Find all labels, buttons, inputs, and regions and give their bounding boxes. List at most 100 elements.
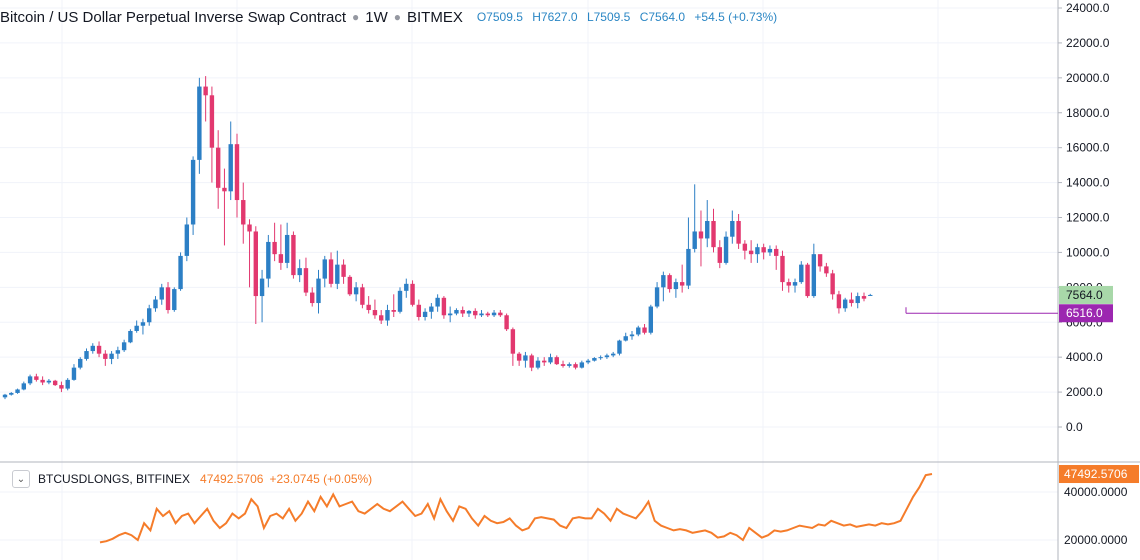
price-tick-label: 24000.0 — [1066, 1, 1110, 15]
indicator-legend: ⌄ BTCUSDLONGS, BITFINEX 47492.5706 +23.0… — [12, 470, 372, 488]
candle-body — [40, 379, 45, 383]
candle-body — [498, 312, 503, 316]
candle-body — [422, 311, 428, 318]
candle-body — [610, 353, 616, 356]
candle-body — [9, 392, 14, 395]
candle-body — [128, 330, 133, 343]
candle-body — [52, 380, 58, 386]
indicator-last-badge — [1059, 465, 1139, 484]
candle-body — [491, 312, 497, 316]
ohlc-values: O7509.5 H7627.0 L7509.5 C7564.0 +54.5 (+… — [477, 10, 783, 24]
candle-body — [241, 200, 246, 225]
candle-body — [84, 351, 89, 359]
candle-body — [535, 360, 541, 368]
candle-body — [774, 248, 779, 256]
candle-body — [642, 327, 647, 333]
candle-body — [109, 353, 114, 359]
candle-body — [297, 268, 302, 276]
candle-body — [253, 231, 258, 297]
candle-body — [617, 340, 622, 354]
candle-body — [529, 355, 534, 368]
candle-body — [27, 376, 33, 384]
ohlc-open: O7509.5 — [476, 10, 523, 24]
candle-body — [303, 268, 309, 293]
candle-body — [103, 353, 108, 359]
candle-body — [736, 220, 741, 244]
candle-body — [485, 313, 490, 316]
candle-body — [291, 234, 296, 276]
chevron-down-icon[interactable]: ⌄ — [12, 470, 30, 488]
candle-body — [717, 247, 722, 263]
indicator-value: 47492.5706 — [200, 472, 264, 486]
candle-body — [711, 220, 716, 248]
indicator-name: BTCUSDLONGS, BITFINEX — [38, 472, 191, 486]
candle-body — [284, 234, 290, 263]
candle-body — [447, 313, 453, 316]
candle-body — [585, 360, 591, 363]
candle-body — [34, 376, 39, 380]
candle-body — [824, 266, 829, 274]
candle-body — [71, 367, 77, 380]
candle-body — [799, 264, 804, 283]
candle-body — [140, 322, 146, 326]
candle-body — [90, 345, 95, 352]
symbol-title: Bitcoin / US Dollar Perpetual Inverse Sw… — [0, 8, 346, 26]
candle-body — [542, 360, 547, 363]
candle-body — [805, 264, 810, 297]
interval-label[interactable]: 1W — [365, 8, 388, 26]
indicator-series-line — [99, 473, 933, 544]
candle-body — [855, 296, 860, 304]
candle-body — [441, 297, 447, 316]
candle-body — [479, 313, 484, 316]
candle-body — [460, 310, 465, 314]
price-axis[interactable]: 24000.0 22000.0 20000.0 18000.0 16000.0 14000… — [1058, 1, 1139, 547]
indicator-tick-label: 40000.0000 — [1064, 485, 1128, 499]
candle-body — [184, 224, 190, 256]
price-tick-label: 12000.0 — [1066, 211, 1110, 225]
candle-body — [416, 304, 422, 318]
candle-body — [278, 254, 284, 263]
price-tick-label: 4000.0 — [1066, 350, 1103, 364]
candle-body — [817, 254, 823, 267]
candle-body — [391, 310, 396, 312]
candle-body — [673, 282, 679, 290]
candle-body — [661, 275, 666, 288]
candle-body — [592, 358, 597, 361]
candle-body — [203, 86, 208, 96]
candle-body — [259, 278, 265, 297]
candle-body — [234, 144, 240, 201]
candle-body — [209, 95, 215, 148]
price-tick-label: 20000.0 — [1066, 71, 1110, 85]
candle-body — [861, 296, 867, 299]
candle-body — [811, 254, 817, 297]
candle-body — [197, 86, 202, 160]
candle-body — [272, 241, 277, 255]
candle-body — [15, 389, 20, 393]
candle-body — [360, 287, 365, 305]
candle-body — [516, 353, 522, 361]
candle-body — [849, 299, 854, 304]
candle-body — [567, 364, 572, 366]
candle-body — [397, 290, 403, 312]
candle-body — [310, 292, 315, 304]
candle-body — [504, 315, 509, 330]
candle-body — [692, 231, 697, 249]
candle-body — [636, 327, 641, 335]
candle-body — [222, 187, 227, 192]
candle-body — [435, 297, 440, 307]
candle-body — [2, 394, 8, 398]
candle-body — [604, 355, 610, 358]
candle-body — [761, 247, 766, 253]
candle-body — [322, 259, 327, 279]
candle-body — [648, 306, 654, 333]
candle-body — [165, 287, 171, 311]
candle-body — [698, 231, 704, 239]
candle-body — [172, 289, 177, 311]
candle-body — [153, 299, 158, 309]
marker-price-label: 6516.0 — [1066, 306, 1103, 320]
candle-body — [579, 362, 585, 368]
candle-body — [347, 276, 353, 295]
candle-body — [385, 310, 390, 321]
